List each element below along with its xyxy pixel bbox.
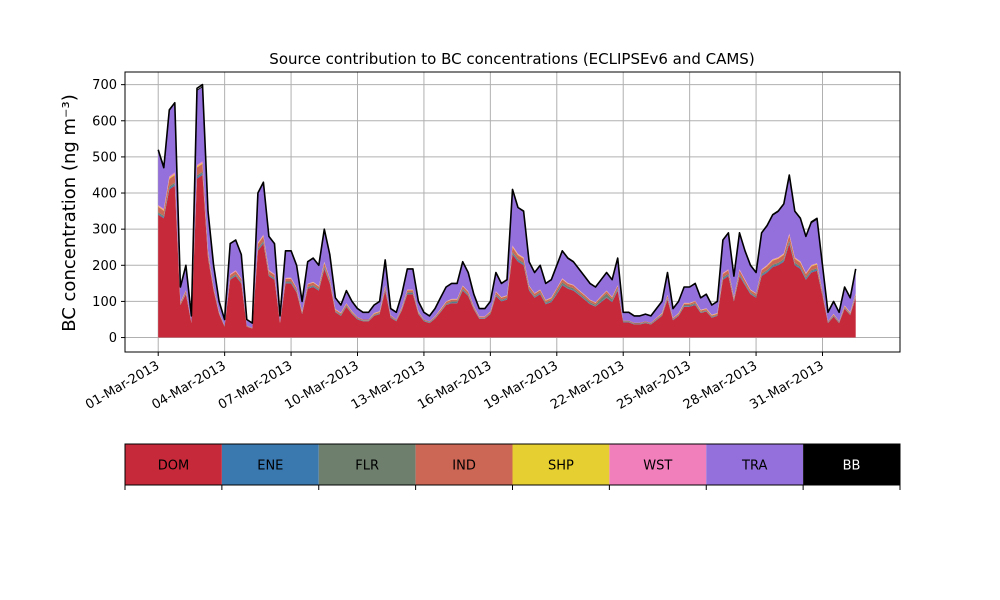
x-axis-ticks: 01-Mar-201304-Mar-201307-Mar-201310-Mar-… [83, 352, 827, 413]
y-tick-label: 0 [109, 331, 117, 346]
x-tick-label: 10-Mar-2013 [282, 358, 361, 412]
x-tick-label: 31-Mar-2013 [747, 358, 826, 412]
x-tick-label: 07-Mar-2013 [216, 358, 295, 412]
y-axis-label: BC concentration (ng m⁻³) [59, 94, 80, 332]
x-tick-label: 16-Mar-2013 [415, 358, 494, 412]
legend-label-shp: SHP [548, 459, 574, 474]
y-tick-label: 600 [92, 114, 117, 129]
x-tick-label: 19-Mar-2013 [482, 358, 561, 412]
legend-colorbar: DOM ENE FLR IND SHP WST TRA BB [124, 443, 901, 490]
y-tick-label: 700 [92, 78, 117, 93]
legend-swatch-ind [415, 444, 513, 485]
total-concentration-line [157, 83, 857, 324]
x-tick-label: 22-Mar-2013 [548, 358, 627, 412]
legend-label-tra: TRA [741, 459, 767, 474]
y-tick-label: 100 [92, 295, 117, 310]
area-dom [158, 175, 856, 338]
legend-label-ene: ENE [257, 459, 283, 474]
y-tick-label: 300 [92, 223, 117, 238]
legend-swatch-flr [318, 444, 416, 485]
x-tick-label: 28-Mar-2013 [681, 358, 760, 412]
legend-label-dom: DOM [158, 459, 189, 474]
y-tick-label: 500 [92, 150, 117, 165]
chart-title: Source contribution to BC concentrations… [269, 50, 754, 68]
legend-swatch-tra [706, 444, 804, 485]
y-tick-label: 400 [92, 187, 117, 202]
total-line-layer [157, 83, 857, 324]
x-tick-label: 13-Mar-2013 [349, 358, 428, 412]
x-tick-label: 04-Mar-2013 [150, 358, 229, 412]
legend-label-flr: FLR [355, 459, 379, 474]
x-tick-label: 01-Mar-2013 [83, 358, 162, 412]
legend-label-ind: IND [452, 459, 476, 474]
legend-swatch-wst [609, 444, 707, 485]
legend-label-bb: BB [843, 459, 861, 474]
legend-label-wst: WST [643, 459, 672, 474]
plot-frame [124, 71, 901, 353]
legend-swatch-bb [803, 444, 900, 485]
x-tick-label: 25-Mar-2013 [615, 358, 694, 412]
y-tick-label: 200 [92, 259, 117, 274]
legend-swatch-shp [512, 444, 610, 485]
y-axis-ticks: 0 100 200 300 400 500 600 700 [92, 78, 125, 346]
stacked-areas [158, 86, 856, 338]
legend-swatch-dom [125, 444, 222, 485]
legend-swatch-ene [221, 444, 319, 485]
